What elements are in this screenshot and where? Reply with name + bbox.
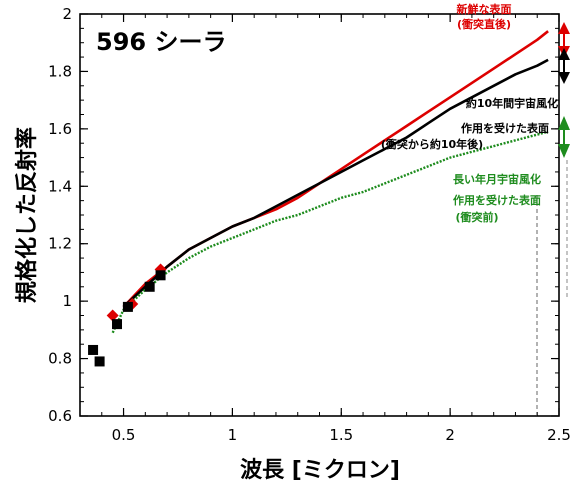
chart-title: 596 シーラ [96,28,226,56]
red-annotation-line-2: (衝突直後) [457,17,511,31]
axis-tick-labels: 0.5 1 1.5 2 2.5 0.6 0.8 1 1.2 1.4 1.6 1.8 2 [48,5,571,444]
series-10yr-line [122,58,549,308]
black-square-marker [94,356,105,367]
black-annotation-line-1: 約10年間宇宙風化 [466,96,558,110]
series-old-line [111,130,549,334]
green-annotation-line-3: (衝突前) [455,210,498,224]
x-axis-title: 波長 [ミクロン] [240,458,400,483]
black-square-marker [155,270,166,281]
axis-ticks [79,13,560,417]
y-tick-label: 1.4 [48,177,72,195]
markers-layer [88,263,167,367]
red-annotation-line-1: 新鮮な表面 [457,2,512,16]
y-tick-label: 1.2 [48,235,72,253]
black-square-marker [122,301,133,312]
x-tick-label: 1 [228,426,238,444]
y-tick-label: 0.6 [48,407,72,425]
y-tick-label: 1.6 [48,120,72,138]
series-fresh-line [122,30,549,308]
black-square-marker [144,281,155,292]
green-annotation-line-2: 作用を受けた表面 [453,193,541,207]
black-square-marker [112,319,123,330]
red-diamond-marker [106,309,119,322]
x-tick-label: 2.5 [547,426,571,444]
x-tick-label: 0.5 [112,426,136,444]
x-tick-label: 1.5 [329,426,353,444]
green-double-arrow-icon [558,116,570,158]
x-tick-label: 2 [445,426,455,444]
y-tick-label: 2 [62,5,72,23]
black-annotation-line-2: 作用を受けた表面 [461,121,549,135]
series-layer [111,30,549,334]
black-annotation-line-3: (衝突から約10年後) [381,137,483,151]
black-double-arrow-icon [558,48,570,84]
black-square-marker [88,344,99,355]
green-annotation-line-1: 長い年月宇宙風化 [453,172,541,186]
y-tick-label: 0.8 [48,350,72,368]
y-tick-label: 1 [62,292,72,310]
y-tick-label: 1.8 [48,62,72,80]
y-axis-title: 規格化した反射率 [14,127,40,303]
